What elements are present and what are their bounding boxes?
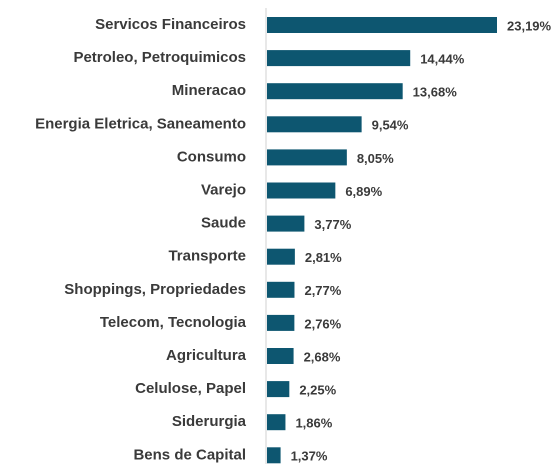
value-label: 2,25% xyxy=(299,383,336,398)
category-label: Saude xyxy=(201,215,246,232)
value-label: 14,44% xyxy=(420,52,465,67)
bar xyxy=(267,215,305,232)
value-label: 2,76% xyxy=(304,316,341,331)
value-label: 8,05% xyxy=(357,151,394,166)
category-label: Telecom, Tecnologia xyxy=(100,314,247,331)
bar xyxy=(267,314,295,331)
bar xyxy=(267,414,286,431)
value-label: 2,77% xyxy=(304,283,341,298)
category-label: Transporte xyxy=(168,248,246,265)
category-label: Servicos Financeiros xyxy=(95,16,246,33)
bar xyxy=(267,50,411,67)
value-label: 2,81% xyxy=(305,250,342,265)
category-label: Energia Eletrica, Saneamento xyxy=(35,115,246,132)
category-label: Siderurgia xyxy=(172,413,247,430)
value-label: 2,68% xyxy=(304,349,341,364)
category-label: Bens de Capital xyxy=(133,446,246,463)
category-label: Varejo xyxy=(201,181,246,198)
category-label: Petroleo, Petroquimicos xyxy=(73,49,246,66)
bar xyxy=(267,281,295,298)
value-label: 9,54% xyxy=(372,118,409,133)
bar xyxy=(267,83,403,100)
value-label: 3,77% xyxy=(314,217,351,232)
bar xyxy=(267,17,497,33)
category-label: Mineracao xyxy=(172,82,246,99)
bar xyxy=(267,182,336,199)
bar xyxy=(267,149,347,166)
category-label: Consumo xyxy=(177,148,246,165)
value-label: 23,19% xyxy=(507,18,552,33)
bar xyxy=(267,447,281,464)
bar xyxy=(267,116,362,133)
category-label: Shoppings, Propriedades xyxy=(64,281,246,298)
value-label: 1,86% xyxy=(295,416,332,431)
value-label: 13,68% xyxy=(413,85,458,100)
bar xyxy=(267,381,290,398)
value-label: 1,37% xyxy=(291,449,328,464)
bar xyxy=(267,348,294,364)
bar xyxy=(267,248,295,265)
value-label: 6,89% xyxy=(345,184,382,199)
category-label: Agricultura xyxy=(166,347,247,364)
category-label: Celulose, Papel xyxy=(135,380,246,397)
